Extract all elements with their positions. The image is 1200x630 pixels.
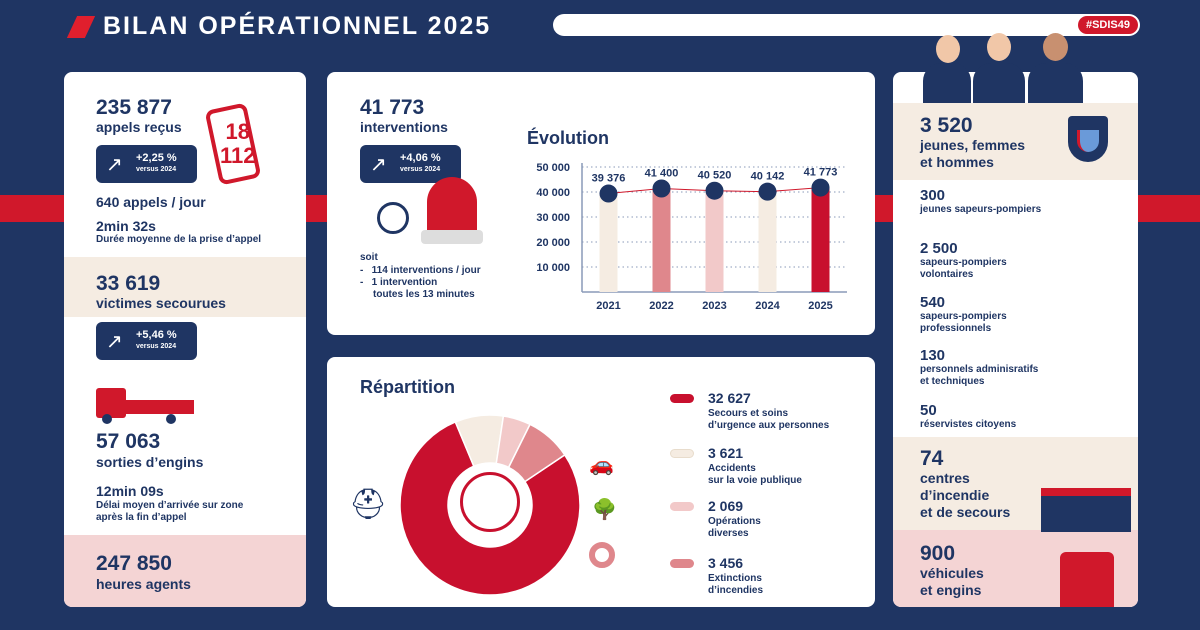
x-tick-label: 2021 [596,300,620,312]
per-day-detail: - 114 interventions / jour [360,265,481,276]
bar-2024 [758,191,777,292]
arrow-up-icon: ↗ [106,154,123,176]
bar-2021 [599,193,618,292]
right-card: 3 520 jeunes, femmes et hommes 300 jeunes… [893,72,1138,607]
repartition-title: Répartition [360,377,456,397]
frequency-detail: - 1 intervention [360,277,438,288]
legend-swatch [670,394,694,403]
left-card: 235 877 appels reçus 18 112 ↗ +2,25 % ve… [64,72,306,607]
repartition-card: Répartition ⛑ 🚗 🌳 [327,357,875,607]
data-label: 40 520 [698,170,732,182]
y-tick-label: 10 000 [536,262,570,274]
calls-per-day: 640 appels / jour [96,194,206,210]
staff-label: et hommes [920,154,994,170]
staff-item: 540 sapeurs-pompiers professionnels [920,294,1007,334]
y-tick-label: 20 000 [536,237,570,249]
bar-2023 [705,190,724,292]
tree-icon: 🌳 [592,499,617,521]
firefighters-illustration [918,33,1083,103]
arrow-up-icon: ↗ [106,331,123,353]
donut-slice [507,423,566,483]
donut-slice [399,420,581,596]
fire-truck-icon [96,384,194,424]
call-duration-label: Durée moyenne de la prise d’appel [96,234,262,245]
data-point [652,179,671,198]
victims-trend-badge: ↗ +5,46 % versus 2024 [96,322,197,360]
arrow-up-icon: ↗ [370,154,387,176]
siren-icon [427,177,477,235]
arrival-delay-label: Délai moyen d’arrivée sur zone [96,500,244,511]
victims-value: 33 619 [96,272,161,295]
data-point [705,181,724,200]
centres-value: 74 [920,447,944,470]
phone-number-112: 112 [220,143,256,168]
y-tick-label: 30 000 [536,212,570,224]
staff-item: 2 500 sapeurs-pompiers volontaires [920,240,1007,280]
legend-swatch [670,502,694,511]
x-tick-label: 2024 [755,300,780,312]
data-point [599,184,618,203]
hashtag-badge[interactable]: #SDIS49 [1077,16,1138,34]
fire-station-icon [1041,488,1131,532]
legend-swatch [670,449,694,458]
staff-value: 3 520 [920,114,973,137]
data-point [758,182,777,201]
fire-engine-icon [1060,552,1114,607]
phone-number-18: 18 [225,119,250,144]
repartition-donut [399,414,581,596]
x-tick-label: 2023 [702,300,726,312]
data-label: 39 376 [592,173,626,185]
bar-2025 [811,187,830,292]
x-tick-label: 2025 [808,300,832,312]
hours-value: 247 850 [96,552,172,575]
y-tick-label: 40 000 [536,187,570,199]
page-title: BILAN OPÉRATIONNEL 2025 [103,12,492,40]
interventions-label: interventions [360,119,448,135]
hours-label: heures agents [96,576,191,592]
first-aid-icon: ⛑ [349,488,388,521]
title-slash [66,16,96,38]
call-duration: 2min 32s [96,218,156,234]
vehicles-out-value: 57 063 [96,430,161,453]
x-tick-label: 2022 [649,300,673,312]
data-label: 41 400 [645,168,679,180]
bar-2022 [652,188,671,292]
soit-label: soit [360,252,378,263]
interventions-trend-badge: ↗ +4,06 % versus 2024 [360,145,461,183]
arrival-delay: 12min 09s [96,483,164,499]
stopwatch-icon [377,202,409,234]
legend-swatch [670,559,694,568]
data-label: 40 142 [751,171,785,183]
staff-item: 300 jeunes sapeurs-pompiers [920,187,1042,215]
vehicles-out-label: sorties d’engins [96,454,204,470]
y-tick-label: 50 000 [536,162,570,174]
helmet-icon [460,472,520,532]
calls-value: 235 877 [96,96,172,119]
staff-item: 50 réservistes citoyens [920,402,1017,430]
chart-title: Évolution [527,128,609,148]
staff-item: 130 personnels adminisratifs et techniques [920,347,1039,387]
data-label: 41 773 [804,167,838,179]
interventions-value: 41 773 [360,96,425,119]
calls-trend-badge: ↗ +2,25 % versus 2024 [96,145,197,183]
header-bar: #SDIS49 [553,14,1140,36]
arrival-delay-label: après la fin d’appel [96,512,187,523]
staff-label: jeunes, femmes [920,137,1026,153]
car-crash-icon: 🚗 [589,454,614,476]
evolution-chart: 10 000 20 000 30 000 40 000 50 000 2021 2022 20… [536,162,847,312]
victims-label: victimes secourues [96,295,226,311]
data-point [811,178,830,197]
coat-of-arms-logo [1068,116,1108,162]
interventions-card: 41 773 interventions ↗ +4,06 % versus 20… [327,72,875,335]
fleet-value: 900 [920,542,956,565]
fire-hose-icon [589,542,615,568]
calls-label: appels reçus [96,119,182,135]
